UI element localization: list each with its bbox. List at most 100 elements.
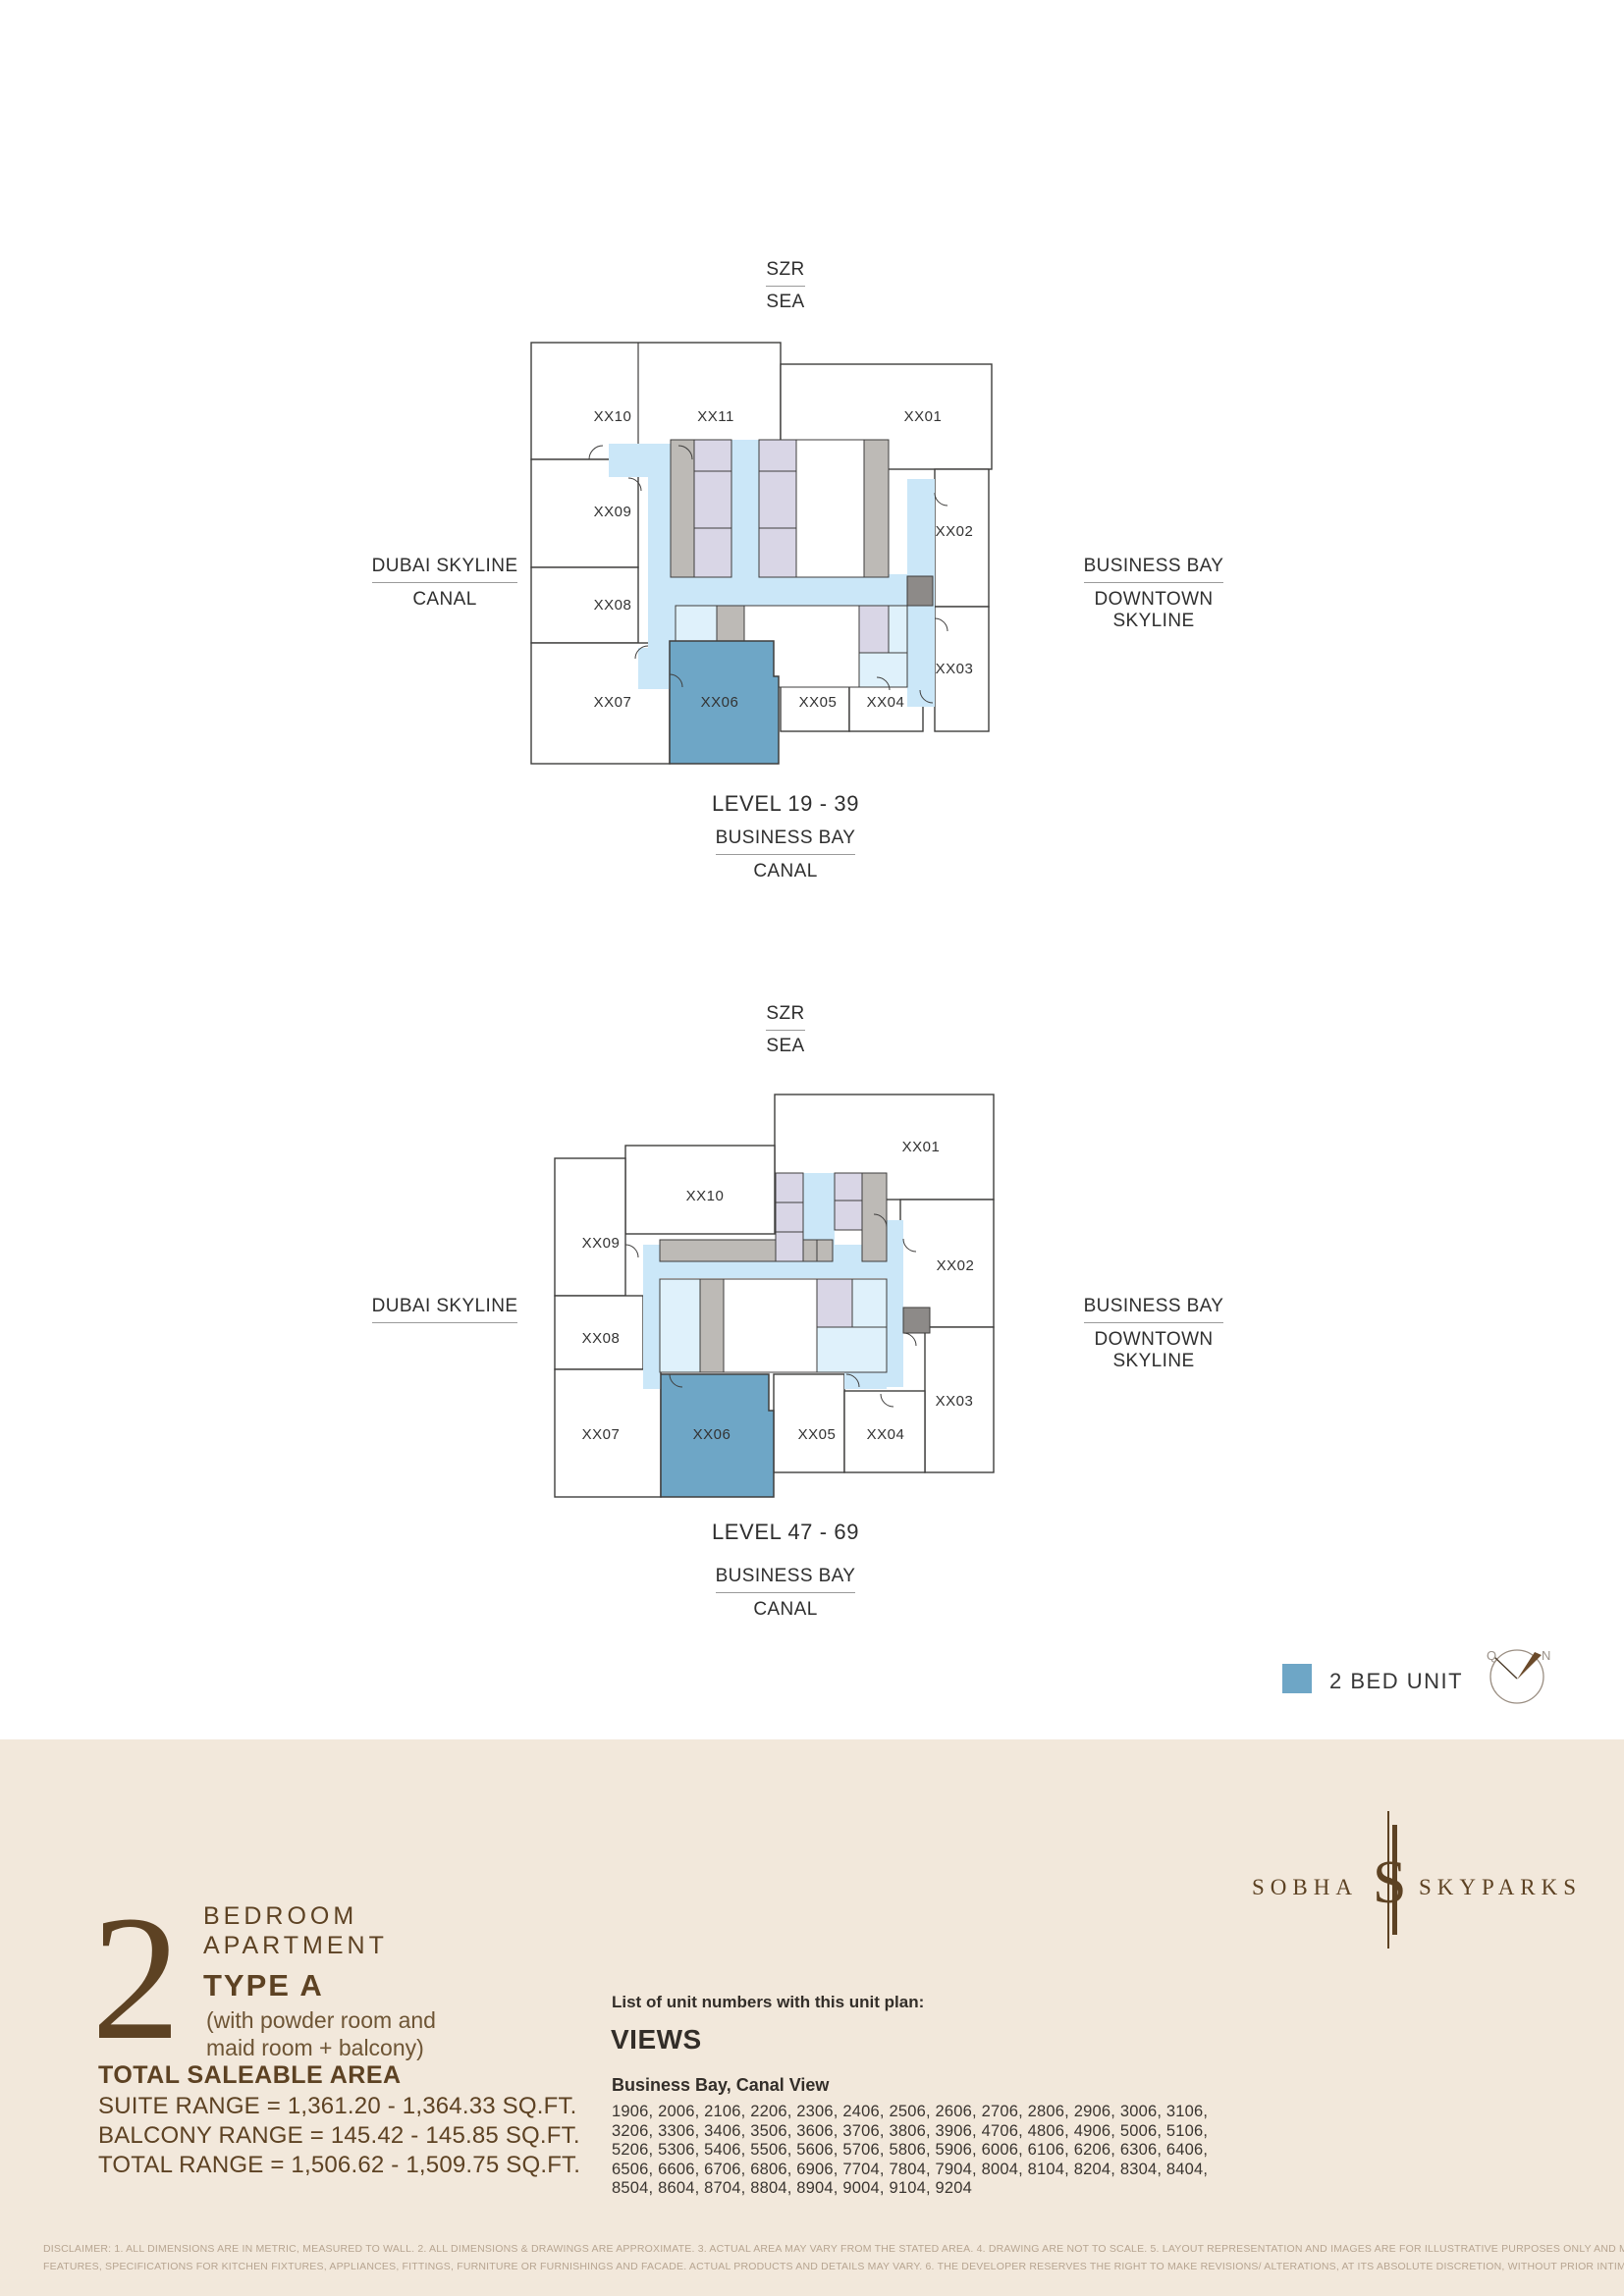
type-label: TYPE A xyxy=(203,1968,324,2002)
plan2-label-business-bay-right: BUSINESS BAY xyxy=(1083,1296,1224,1323)
plan2-unit-label: XX05 xyxy=(798,1426,837,1443)
plan1-floorplan: XX10 XX11 XX01 XX09 XX02 XX08 XX03 XX07 … xyxy=(530,342,993,765)
plan1-unit-label: XX01 xyxy=(904,408,943,425)
plan2-unit-label: XX07 xyxy=(582,1426,621,1443)
plan1-room-xx03 xyxy=(934,606,990,732)
unit-numbers-line: 8504, 8604, 8704, 8804, 8904, 9004, 9104… xyxy=(612,2179,973,2197)
plan1-label-business-bay-bottom: BUSINESS BAY xyxy=(715,828,856,855)
plan2-room-xx02 xyxy=(899,1199,995,1328)
plan1-label-canal-left: CANAL xyxy=(412,589,477,610)
plan1-unit-label: XX06 xyxy=(701,694,739,711)
suite-range: SUITE RANGE = 1,361.20 - 1,364.33 SQ.FT. xyxy=(98,2093,577,2119)
unit-numbers-line: 6506, 6606, 6706, 6806, 6906, 7704, 7804… xyxy=(612,2160,1209,2178)
title-line-apartment: APARTMENT xyxy=(203,1932,388,1959)
plan1-unit-label: XX08 xyxy=(594,597,632,614)
plan2-unit-label: XX01 xyxy=(902,1139,941,1155)
logo-bar-thick xyxy=(1392,1825,1397,1935)
balcony-range: BALCONY RANGE = 145.42 - 145.85 SQ.FT. xyxy=(98,2122,580,2149)
divider-line xyxy=(766,1030,805,1031)
plan2-room-xx03 xyxy=(924,1326,995,1473)
plan2-unit-label: XX06 xyxy=(693,1426,731,1443)
legend-label: 2 BED UNIT xyxy=(1329,1669,1464,1693)
plan1-core-room xyxy=(795,439,865,578)
plan1-label-downtown-skyline: DOWNTOWN SKYLINE xyxy=(1094,589,1214,631)
legend-swatch-2bed xyxy=(1282,1664,1312,1693)
door-arcs xyxy=(624,1213,917,1408)
plan2-core-cell xyxy=(834,1200,863,1231)
plan1-label-dubai-skyline: DUBAI SKYLINE xyxy=(371,556,518,583)
disclaimer-line2: FEATURES, SPECIFICATIONS FOR KITCHEN FIX… xyxy=(43,2261,1624,2272)
plan1-level-label: LEVEL 19 - 39 xyxy=(711,791,860,816)
logo-bar-thin xyxy=(1387,1811,1389,1949)
plan2-label-business-bay-bottom: BUSINESS BAY xyxy=(715,1566,856,1593)
plan1-label-sea: SEA xyxy=(766,292,805,312)
plan2-service-slab xyxy=(699,1278,725,1373)
plan1-label-canal-bottom: CANAL xyxy=(753,861,818,881)
plan2-unit-label: XX04 xyxy=(867,1426,905,1443)
plan2-core-cell xyxy=(834,1172,863,1201)
plan1-unit-label: XX07 xyxy=(594,694,632,711)
plan2-unit-label: XX08 xyxy=(582,1330,621,1347)
plan1-unit-label: XX09 xyxy=(594,504,632,520)
logo-monogram-s: S xyxy=(1373,1849,1407,1916)
plan2-label-szr: SZR xyxy=(766,1003,805,1024)
plan2-core-room xyxy=(723,1278,818,1373)
plan1-unit-label: XX11 xyxy=(697,408,734,425)
views-subheading: Business Bay, Canal View xyxy=(612,2075,830,2095)
plan1-room-xx08 xyxy=(530,566,639,644)
plan1-core-cell xyxy=(693,470,732,529)
plan2-bottom-view-label: BUSINESS BAY CANAL xyxy=(677,1566,893,1621)
plan1-service-slab xyxy=(863,439,890,578)
disclaimer-line1: DISCLAIMER: 1. ALL DIMENSIONS ARE IN MET… xyxy=(43,2243,1624,2255)
plan1-core-cell xyxy=(858,605,890,654)
logo-sobha: SOBHA xyxy=(1252,1875,1358,1899)
title-line-bedroom: BEDROOM xyxy=(203,1902,358,1930)
bedroom-count-number: 2 xyxy=(91,1880,181,2077)
title-bedroom-apartment: BEDROOM APARTMENT xyxy=(203,1901,388,1960)
plan1-label-business-bay-right: BUSINESS BAY xyxy=(1083,556,1224,583)
door-arcs xyxy=(588,445,948,704)
compass-letter-right: N xyxy=(1542,1648,1550,1663)
plan1-unit-xx06-highlight xyxy=(669,640,780,765)
plan2-floorplan: XX01 XX10 XX09 XX02 XX08 XX03 XX07 XX06 … xyxy=(554,1094,995,1498)
divider-line xyxy=(766,286,805,287)
plan1-core-cell xyxy=(758,470,797,529)
plan2-core-room xyxy=(659,1278,701,1373)
plan1-label-szr: SZR xyxy=(766,259,805,280)
plan2-core-cell xyxy=(816,1278,853,1328)
plan1-core-room xyxy=(888,605,908,654)
plan1-unit-label: XX04 xyxy=(867,694,905,711)
logo-skyparks: SKYPARKS xyxy=(1419,1875,1583,1899)
plan1-core-cell xyxy=(693,439,732,472)
unit-numbers-line: 3206, 3306, 3406, 3506, 3606, 3706, 3806… xyxy=(612,2121,1209,2140)
plan1-unit-label: XX03 xyxy=(936,661,974,677)
plan1-bottom-view-label: BUSINESS BAY CANAL xyxy=(677,828,893,882)
plan2-core-room xyxy=(851,1278,888,1328)
plan1-room-xx02 xyxy=(934,468,990,608)
plan2-top-view-label: SZR SEA xyxy=(717,1003,854,1057)
compass-icon: Q N xyxy=(1487,1648,1550,1704)
plan1-unit-label: XX02 xyxy=(936,523,974,540)
plan2-room-xx09 xyxy=(554,1157,626,1297)
views-heading: VIEWS xyxy=(611,2024,702,2055)
logo-monogram-icon: S xyxy=(1371,1811,1410,1949)
plan2-unit-label: XX09 xyxy=(582,1235,621,1252)
unit-numbers-line: 1906, 2006, 2106, 2206, 2306, 2406, 2506… xyxy=(612,2103,1209,2120)
plan1-unit-label: XX05 xyxy=(799,694,838,711)
plan2-right-view-label: BUSINESS BAY DOWNTOWN SKYLINE xyxy=(1060,1296,1247,1372)
plan1-unit-label: XX10 xyxy=(594,408,632,425)
unit-numbers-line: 5206, 5306, 5406, 5506, 5606, 5706, 5806… xyxy=(612,2141,1209,2159)
total-range: TOTAL RANGE = 1,506.62 - 1,509.75 SQ.FT. xyxy=(98,2152,581,2178)
plan2-room-xx05 xyxy=(773,1373,845,1473)
plan2-core-cell xyxy=(775,1231,804,1262)
plan2-unit-xx06-highlight xyxy=(660,1373,775,1498)
plan2-core-room xyxy=(816,1326,888,1373)
plan2-label-dubai-skyline: DUBAI SKYLINE xyxy=(371,1296,518,1323)
unit-numbers-list: 1906, 2006, 2106, 2206, 2306, 2406, 2506… xyxy=(612,2103,1260,2199)
plan1-elevator-block xyxy=(906,575,934,607)
plan1-top-view-label: SZR SEA xyxy=(717,259,854,313)
plan2-room-xx10 xyxy=(624,1145,776,1235)
plan2-unit-label: XX02 xyxy=(937,1257,975,1274)
info-panel: 2 BEDROOM APARTMENT TYPE A (with powder … xyxy=(0,1739,1624,2296)
